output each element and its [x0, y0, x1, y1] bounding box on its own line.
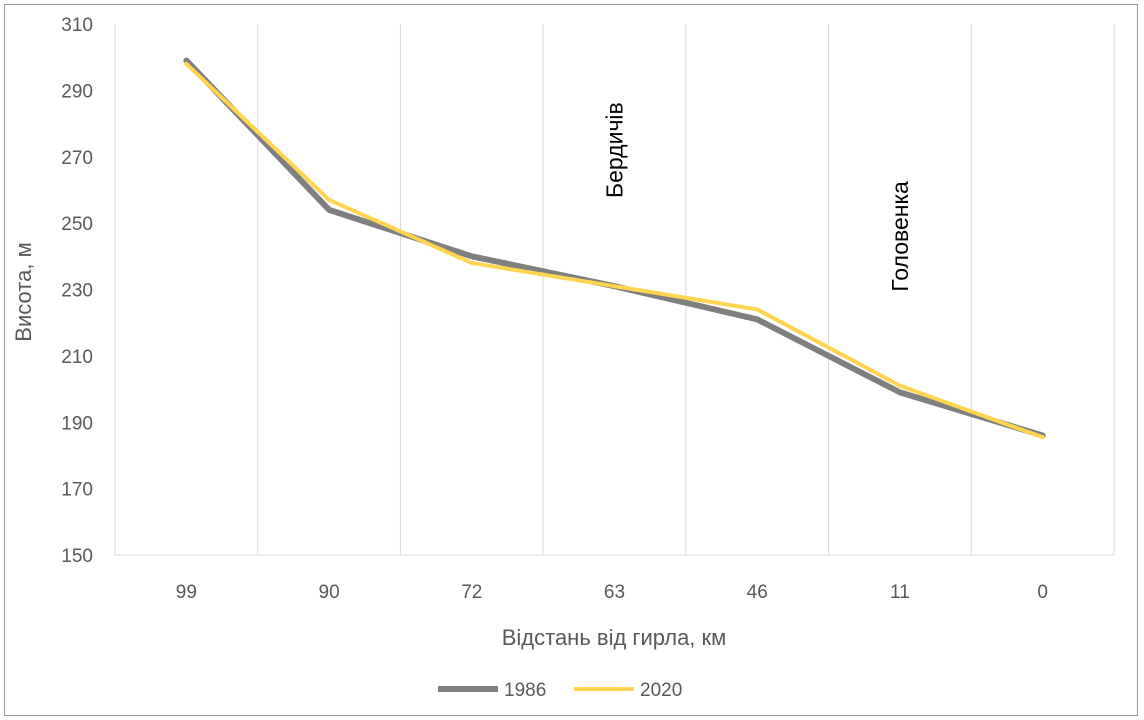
y-tick-labels: 150 170 190 210 230 250 270 290 310 [61, 15, 93, 567]
y-tick-label: 210 [61, 347, 93, 368]
legend-label: 2020 [640, 680, 682, 701]
legend: 1986 2020 [438, 680, 682, 701]
x-tick-label: 11 [890, 582, 910, 603]
series-layer [183, 57, 1046, 440]
y-tick-label: 190 [61, 413, 93, 434]
y-tick-label: 270 [61, 148, 93, 169]
series-line-2020 [184, 61, 1045, 440]
y-tick-label: 170 [61, 480, 93, 501]
x-tick-label: 99 [176, 582, 197, 603]
x-tick-label: 72 [461, 582, 482, 603]
annotations-layer: Бердичів Головенка [602, 102, 913, 291]
x-axis-title: Відстань від гирла, км [502, 625, 727, 650]
x-tick-label: 63 [604, 582, 625, 603]
x-tick-label: 90 [319, 582, 340, 603]
chart-frame [4, 4, 1138, 716]
annotation-label: Бердичів [602, 102, 628, 198]
y-tick-label: 250 [61, 214, 93, 235]
grid-layer [114, 24, 1115, 556]
y-tick-label: 290 [61, 81, 93, 102]
x-tick-labels: 99 90 72 63 46 11 0 [176, 582, 1048, 603]
y-tick-label: 230 [61, 281, 93, 302]
x-tick-label: 0 [1037, 582, 1048, 603]
y-axis-title: Висота, м [11, 242, 36, 341]
y-tick-label: 310 [61, 15, 93, 36]
y-tick-label: 150 [61, 546, 93, 567]
x-tick-label: 46 [747, 582, 768, 603]
annotation-label: Головенка [887, 181, 913, 292]
legend-label: 1986 [504, 680, 546, 701]
